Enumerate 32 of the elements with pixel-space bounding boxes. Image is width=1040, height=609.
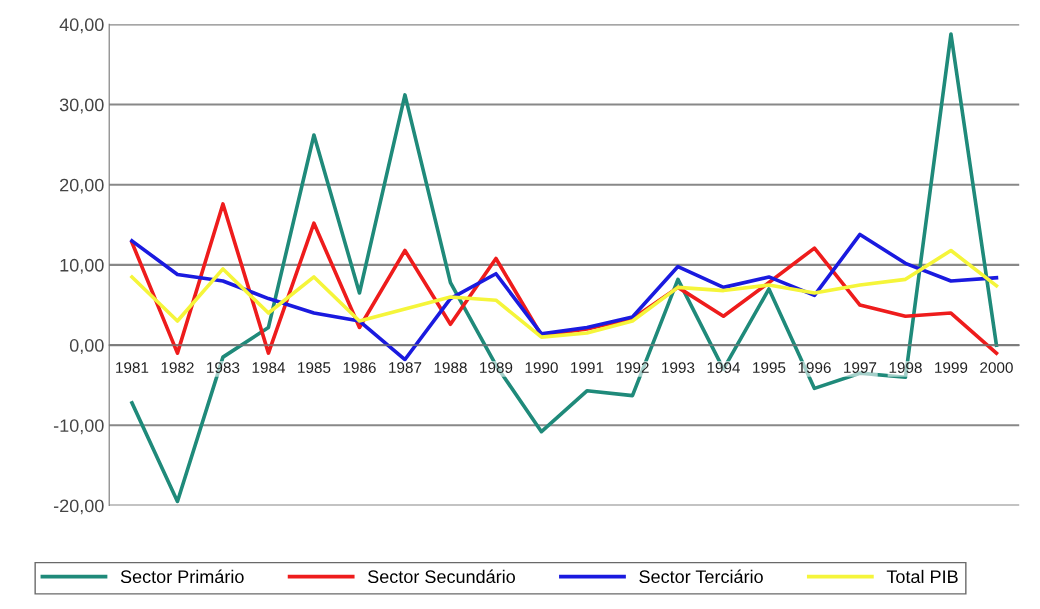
- x-tick-label: 1999: [935, 362, 968, 373]
- x-tick-label: 1983: [207, 362, 240, 373]
- x-tick-label: 1985: [298, 362, 331, 373]
- x-tick-label: 1987: [389, 362, 422, 373]
- x-tick-label: 1995: [753, 362, 786, 373]
- y-tick-label: -20,00: [53, 499, 104, 515]
- legend-label: Total PIB: [886, 569, 958, 584]
- line-series: [130, 232, 999, 362]
- x-tick-label: 1982: [161, 362, 194, 373]
- x-tick-label: 1998: [889, 362, 922, 373]
- y-tick-label: 20,00: [60, 178, 104, 194]
- y-tick-label: 10,00: [60, 258, 104, 274]
- x-tick-label: 1990: [525, 362, 558, 373]
- y-tick-label: -10,00: [53, 419, 104, 435]
- x-tick-label: 1989: [480, 362, 513, 373]
- y-tick-label: 30,00: [59, 98, 104, 114]
- x-tick-label: 2000: [980, 362, 1013, 373]
- legend-label: Sector Primário: [120, 569, 244, 584]
- x-tick-label: 1992: [616, 362, 649, 373]
- y-tick-label: 0,00: [69, 339, 104, 354]
- x-tick-label: 1993: [662, 362, 695, 373]
- x-tick-label: 1997: [844, 362, 877, 373]
- x-tick-label: 1984: [252, 362, 285, 373]
- x-tick-label: 1986: [343, 362, 376, 373]
- legend-label: Sector Secundário: [368, 569, 515, 584]
- line-series: [130, 248, 999, 339]
- y-tick-label: 40,00: [59, 18, 104, 34]
- x-tick-label: 1988: [434, 362, 467, 373]
- legend-label: Sector Terciário: [639, 569, 763, 584]
- x-tick-label: 1991: [571, 362, 604, 373]
- x-tick-label: 1981: [116, 362, 149, 373]
- x-tick-label: 1996: [798, 362, 831, 373]
